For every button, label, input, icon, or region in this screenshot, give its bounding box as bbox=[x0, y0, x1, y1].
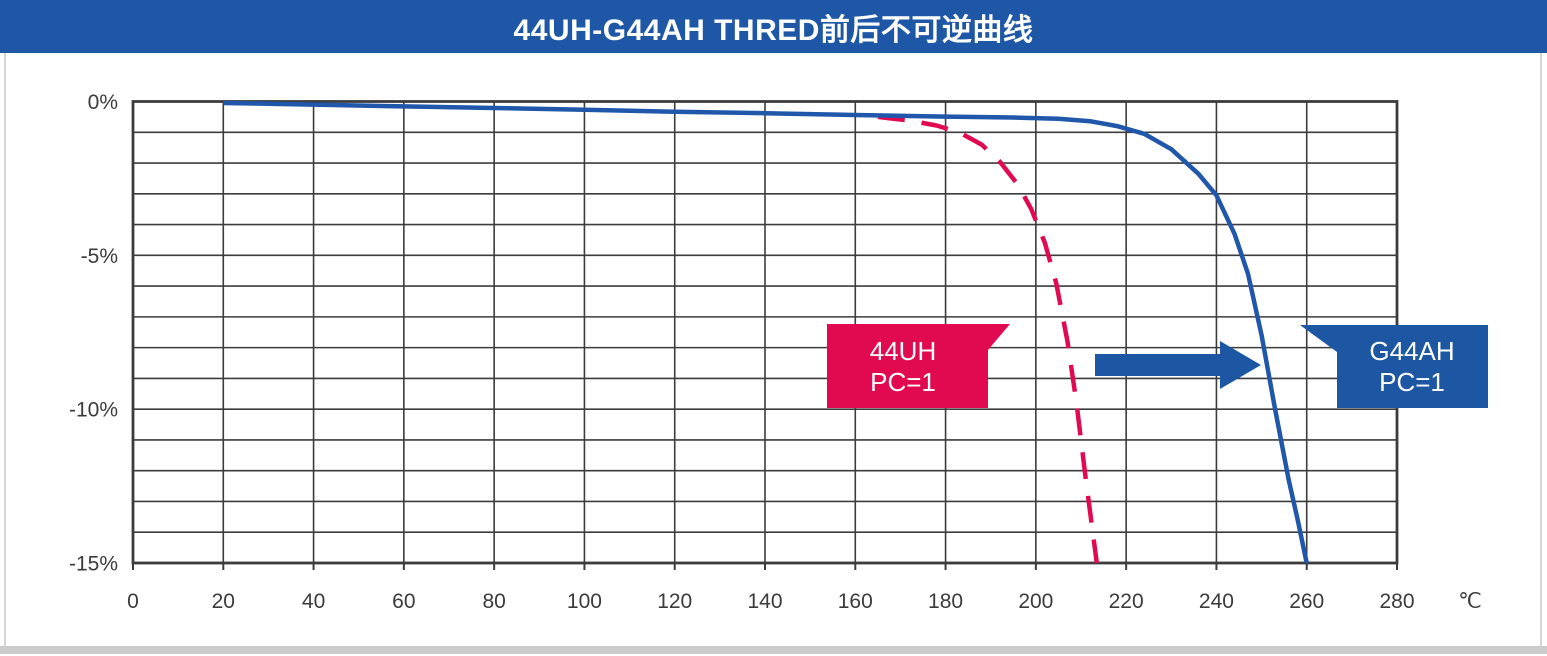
arrow-right-icon bbox=[1095, 341, 1261, 389]
x-tick-label: 100 bbox=[567, 590, 602, 613]
footer-strip bbox=[0, 646, 1547, 654]
x-axis-ticks bbox=[132, 563, 1398, 570]
x-tick-label: 240 bbox=[1199, 590, 1234, 613]
x-tick-label: 0 bbox=[127, 590, 139, 613]
x-tick-label: 280 bbox=[1379, 590, 1414, 613]
x-tick-label: 140 bbox=[747, 590, 782, 613]
flag-g44ah bbox=[1300, 325, 1488, 408]
series-curve-44uh bbox=[877, 114, 1100, 564]
x-tick-label: 40 bbox=[302, 590, 325, 613]
y-tick-label: -15% bbox=[69, 553, 118, 576]
y-tick-label: 0% bbox=[88, 91, 118, 114]
series-curve-g44ah bbox=[223, 100, 1309, 564]
x-tick-label: 200 bbox=[1018, 590, 1053, 613]
x-tick-label: 220 bbox=[1109, 590, 1144, 613]
x-tick-label: 80 bbox=[482, 590, 505, 613]
x-tick-label: 180 bbox=[928, 590, 963, 613]
y-tick-label: -10% bbox=[69, 399, 118, 422]
flag-g44ah-line1: G44AH bbox=[1369, 336, 1454, 366]
right-border-line bbox=[1540, 53, 1542, 646]
left-border-line bbox=[4, 53, 6, 646]
flag-44uh-line1: 44UH bbox=[870, 336, 936, 366]
x-tick-label: 260 bbox=[1289, 590, 1324, 613]
flag-g44ah-line2: PC=1 bbox=[1379, 367, 1445, 397]
x-tick-label: 120 bbox=[657, 590, 692, 613]
x-tick-label: 20 bbox=[212, 590, 235, 613]
grid-lines bbox=[132, 100, 1398, 564]
x-tick-label: 160 bbox=[838, 590, 873, 613]
flag-44uh-line2: PC=1 bbox=[870, 367, 936, 397]
y-tick-label: -5% bbox=[81, 245, 118, 268]
flag-44uh bbox=[827, 324, 1010, 408]
x-tick-label: 60 bbox=[392, 590, 415, 613]
x-axis-unit: ℃ bbox=[1458, 590, 1482, 613]
title-bar: 44UH-G44AH THRED前后不可逆曲线 bbox=[0, 0, 1547, 53]
chart-title: 44UH-G44AH THRED前后不可逆曲线 bbox=[513, 13, 1034, 47]
